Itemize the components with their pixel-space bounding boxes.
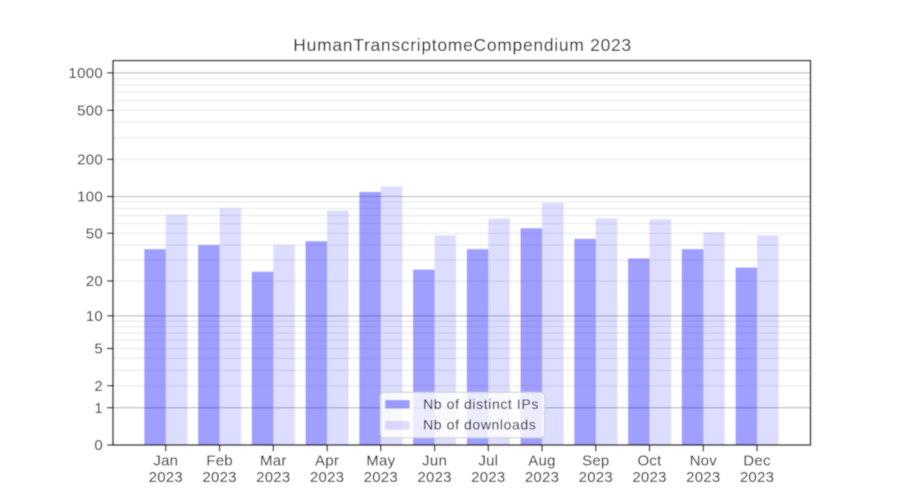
svg-text:Jun: Jun	[422, 452, 447, 469]
svg-text:Mar: Mar	[260, 452, 287, 469]
svg-text:5: 5	[94, 341, 103, 358]
svg-text:2023: 2023	[202, 469, 236, 486]
svg-text:2023: 2023	[471, 469, 505, 486]
svg-text:2023: 2023	[740, 469, 774, 486]
svg-text:2023: 2023	[256, 469, 290, 486]
svg-text:2023: 2023	[417, 469, 451, 486]
svg-text:100: 100	[77, 189, 103, 206]
svg-text:Nb of downloads: Nb of downloads	[423, 417, 536, 433]
svg-text:HumanTranscriptomeCompendium 2: HumanTranscriptomeCompendium 2023	[293, 35, 632, 55]
svg-text:Nb of distinct IPs: Nb of distinct IPs	[423, 396, 539, 412]
svg-text:1: 1	[94, 400, 103, 417]
svg-text:1000: 1000	[68, 65, 103, 82]
svg-text:May: May	[366, 452, 395, 469]
svg-text:50: 50	[86, 225, 103, 242]
svg-text:Apr: Apr	[315, 452, 339, 469]
svg-text:2023: 2023	[579, 469, 613, 486]
svg-text:2: 2	[94, 378, 103, 395]
svg-text:0: 0	[94, 437, 103, 454]
svg-text:2023: 2023	[149, 469, 183, 486]
svg-text:2023: 2023	[310, 469, 344, 486]
svg-text:Aug: Aug	[528, 452, 555, 469]
svg-text:20: 20	[86, 273, 103, 290]
svg-text:Jul: Jul	[478, 452, 498, 469]
svg-text:Dec: Dec	[743, 452, 771, 469]
svg-text:2023: 2023	[525, 469, 559, 486]
svg-text:Nov: Nov	[690, 452, 718, 469]
svg-text:2023: 2023	[364, 469, 398, 486]
svg-text:Feb: Feb	[206, 452, 233, 469]
svg-text:Oct: Oct	[637, 452, 662, 469]
svg-text:Sep: Sep	[582, 452, 609, 469]
svg-text:2023: 2023	[632, 469, 666, 486]
svg-text:10: 10	[86, 308, 103, 325]
svg-text:500: 500	[77, 102, 103, 119]
svg-text:200: 200	[77, 152, 103, 169]
svg-text:Jan: Jan	[153, 452, 178, 469]
svg-text:2023: 2023	[686, 469, 720, 486]
